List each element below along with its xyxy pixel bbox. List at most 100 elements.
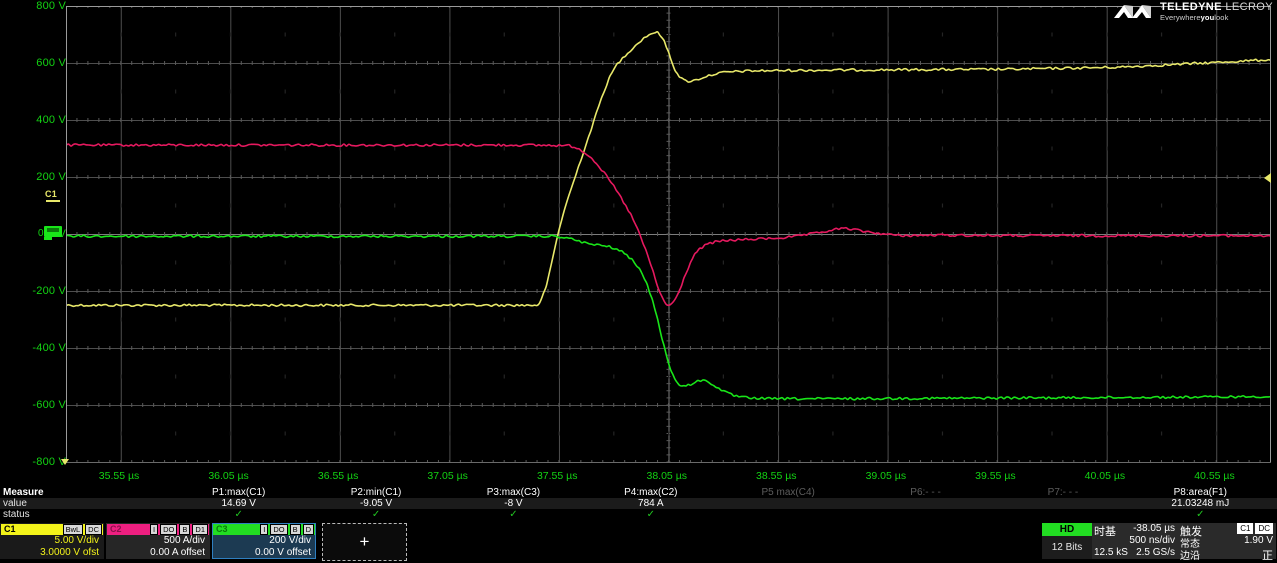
channel-badge[interactable]: I [150,524,159,535]
measure-table[interactable]: Measure P1:max(C1) P2:min(C1) P3:max(C3) P4… [0,487,1277,520]
measure-column-header[interactable]: P4:max(C2) [624,487,678,498]
trigger-title: 触发 [1180,526,1202,538]
hd-mode-badge[interactable]: HD [1042,523,1092,536]
trigger-level-arrow-icon[interactable] [1264,173,1271,183]
trigger-source-coupling[interactable]: C1 DC [1235,523,1273,534]
measure-header-row: Measure P1:max(C1) P2:min(C1) P3:max(C3) P4… [0,487,1277,498]
measure-column-status: ✓ [1196,509,1205,520]
grid-area[interactable] [66,6,1271,462]
channel-name-label: C1 [4,524,16,534]
trigger-block[interactable]: 触发 C1 DC 常态 1.90 V 边沿 正 [1178,523,1276,562]
measure-value-label: value [3,498,27,509]
trace-C1 [66,31,1271,308]
timebase-title: 时基 [1094,526,1116,538]
trigger-level[interactable]: 1.90 V [1244,535,1273,546]
timebase-sample-rate: 2.5 GS/s [1136,547,1175,558]
status-panel[interactable]: HD 12 Bits 时基 -38.05 µs 500 ns/div 12.5 … [1042,523,1276,562]
measure-column-header[interactable]: P8:area(F1) [1173,487,1227,498]
channel-scale-label[interactable]: 500 A/div [163,535,205,546]
channel-descriptor-c2[interactable]: C2 I DO B D1 500 A/div 0.00 A offset [106,523,210,559]
trigger-coupling-badge[interactable]: DC [1255,523,1273,534]
channel-scale-label[interactable]: 200 V/div [269,535,311,546]
c1-level-marker-label[interactable]: C1 [45,189,58,199]
trigger-source-badge[interactable]: C1 [1237,523,1254,534]
channel-badge[interactable]: DC [85,524,102,535]
trigger-mode[interactable]: 常态 [1180,539,1200,550]
resolution-block[interactable]: HD 12 Bits [1042,523,1092,559]
measure-column-header[interactable]: P7:- - - [1047,487,1079,498]
trigger-slope[interactable]: 正 [1262,550,1273,562]
measure-column-value: -8 V [504,498,523,509]
channel-descriptor-c3[interactable]: C3 I DO B D 200 V/div 0.00 V offset [212,523,316,559]
teledyne-lecroy-logo: TELEDYNE LECROY Everywhereyoulook [1112,2,1273,22]
measure-status-row: status ✓ ✓ ✓ ✓ ✓ [0,509,1277,520]
channel-descriptor-c1[interactable]: C1 BwL DC 5.00 V/div 3.0000 V ofst [0,523,104,559]
channel-header-c3[interactable]: C3 I DO B D [213,524,315,535]
add-channel-button[interactable]: + [322,523,407,561]
timebase-delay[interactable]: -38.05 µs [1133,523,1175,534]
timebase-memory: 12.5 kS [1094,547,1128,558]
x-axis-tick-label: 37.05 µs [427,470,468,482]
y-axis-tick-label: 600 V [36,57,66,69]
channel-badge[interactable]: B [179,524,191,535]
teledyne-chevron-logo-icon [1114,5,1152,18]
channel-badges: BwL DC [62,524,103,535]
waveform-traces [66,31,1271,401]
trace-C2 [66,143,1271,307]
y-axis-tick-label: 400 V [36,114,66,126]
timebase-scale[interactable]: 500 ns/div [1129,535,1175,546]
y-axis-tick-label: -800 V [32,456,66,468]
x-axis-tick-label: 35.55 µs [98,470,140,482]
x-axis-tick-label: 38.05 µs [646,470,688,482]
c3-marker-inner [47,228,59,232]
measure-column-header[interactable]: P6:- - - [910,487,941,498]
logo-tagline: Everywhereyoulook [1160,13,1229,23]
channel-badges: I DO B D [260,524,315,535]
measure-column-header[interactable]: P2:min(C1) [350,487,402,498]
grid-left-axis [66,6,67,462]
channel-header-c2[interactable]: C2 I DO B D1 [107,524,209,535]
measure-column-value: 21.03248 mJ [1171,498,1230,509]
trace-C3 [66,234,1271,401]
hd-bits-label: 12 Bits [1051,542,1083,553]
channel-badge[interactable]: DO [270,524,288,535]
c3-marker-tail [44,237,52,240]
x-axis-tick-label: 39.05 µs [865,470,907,482]
grid-top-edge [66,6,1271,7]
channel-name-label: C3 [216,524,228,534]
channel-name-label: C2 [110,524,122,534]
channel-badge[interactable]: DO [160,524,178,535]
channel-badge[interactable]: D [302,524,314,535]
channel-badge[interactable]: I [260,524,269,535]
logo-text: TELEDYNE LECROY Everywhereyoulook [1160,2,1273,22]
y-axis-tick-label: -200 V [32,285,66,297]
channel-offset-label[interactable]: 0.00 V offset [255,547,311,558]
measure-column-header[interactable]: P1:max(C1) [212,487,266,498]
c1-level-marker-bar[interactable] [46,200,60,202]
y-axis-tick-label: 200 V [36,171,66,183]
trigger-type[interactable]: 边沿 [1180,551,1200,562]
measure-column-value: 784 A [638,498,664,509]
x-axis-tick-label: 40.05 µs [1084,470,1126,482]
trigger-position-arrow-icon[interactable] [61,459,69,465]
measure-column-header[interactable]: P3:max(C3) [486,487,541,498]
measure-column-value: -9.05 V [359,498,393,509]
measure-status-label: status [3,509,30,520]
measure-column-status: ✓ [646,509,655,520]
measure-column-header[interactable]: P5 max(C4) [761,487,815,498]
x-axis-tick-label: 40.55 µs [1194,470,1235,482]
timebase-block[interactable]: 时基 -38.05 µs 500 ns/div 12.5 kS 2.5 GS/s [1092,523,1178,559]
channel-badge[interactable]: B [289,524,301,535]
measure-value-row: value 14.69 V -9.05 V -8 V 784 A 21.03248 mJ [0,498,1277,509]
channel-offset-label[interactable]: 0.00 A offset [150,547,205,558]
logo-company-name: TELEDYNE LECROY [1160,1,1273,14]
channel-badge[interactable]: BwL [62,524,84,535]
channel-scale-label[interactable]: 5.00 V/div [54,535,99,546]
channel-header-c1[interactable]: C1 BwL DC [1,524,103,535]
c3-level-marker[interactable] [44,226,62,237]
channel-badge[interactable]: D1 [192,524,208,535]
x-axis-tick-label: 36.05 µs [208,470,249,482]
channel-offset-label[interactable]: 3.0000 V ofst [40,547,99,558]
